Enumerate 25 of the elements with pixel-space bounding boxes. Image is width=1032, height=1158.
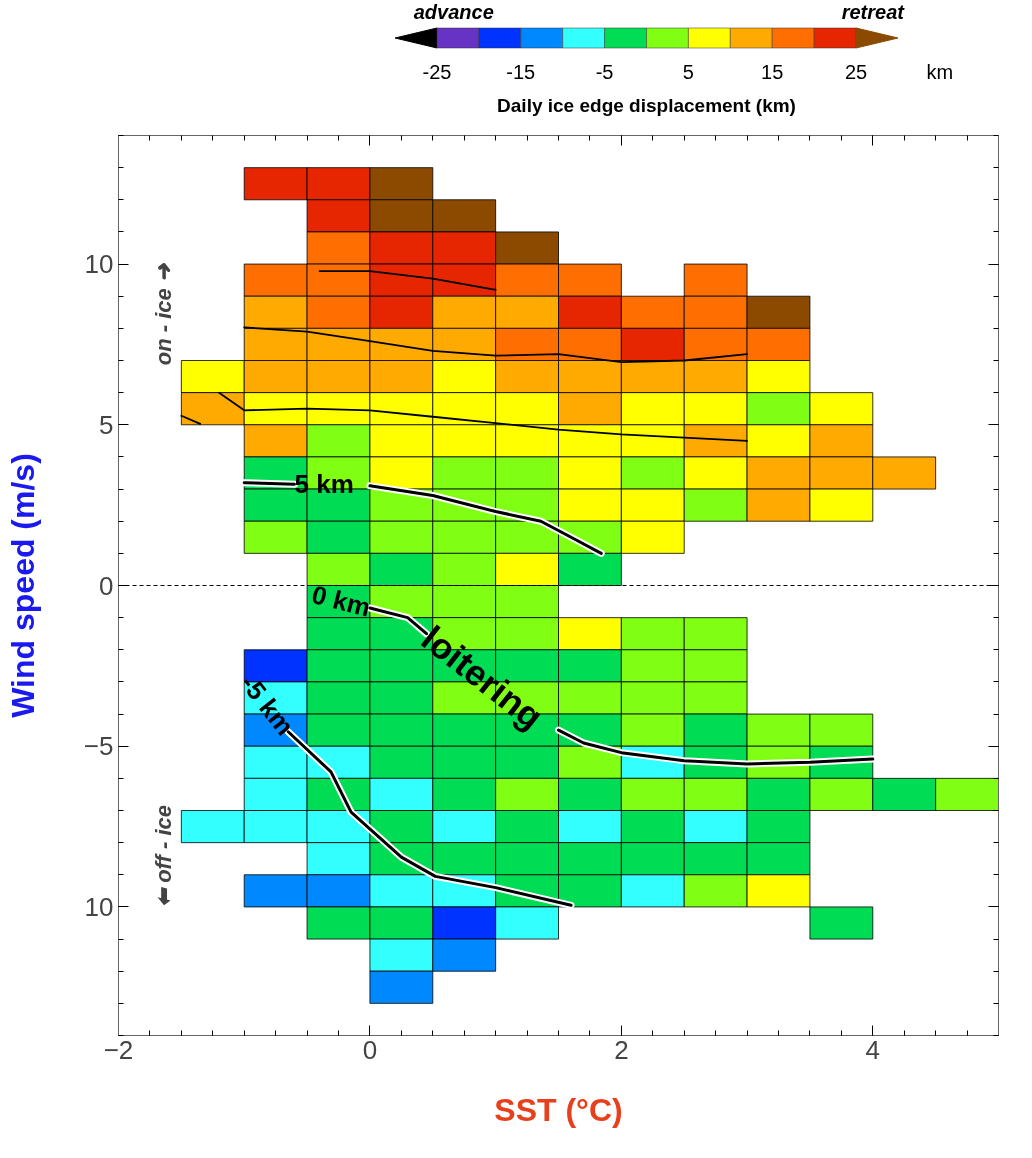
color-bar-label: -15 [506,60,536,83]
color-bar-label: 25 [844,60,868,83]
color-bar-label: 5 [682,60,694,83]
y-tick-label: 10 [84,249,114,280]
annotation: on - ice ➜ [151,262,176,366]
color-bar-label: -5 [595,60,614,83]
text: retreat [841,0,906,23]
x-tick-label: −2 [103,1034,134,1065]
annotation: -5 km [234,668,301,741]
color-bar-label: 15 [761,60,784,83]
y-tick-label: 0 [99,570,114,601]
y-tick-label: 10 [84,891,114,922]
color-bar-label: -25 [422,60,452,83]
text: km [926,60,954,83]
x-tick-label: 0 [362,1034,378,1065]
text: advance [413,0,494,23]
x-tick-label: 2 [614,1034,629,1065]
annotation: 0 km [308,579,374,623]
x-tick-label: 4 [865,1034,881,1065]
color-bar-title: Daily ice edge displacement (km) [497,95,796,116]
y-axis-title: Wind speed (m/s) [4,453,41,718]
y-tick-label: −5 [83,731,114,762]
annotation: ⬅ off - ice [151,804,176,907]
x-axis-title: SST (°C) [494,1091,623,1128]
y-tick-label: 5 [99,409,114,440]
